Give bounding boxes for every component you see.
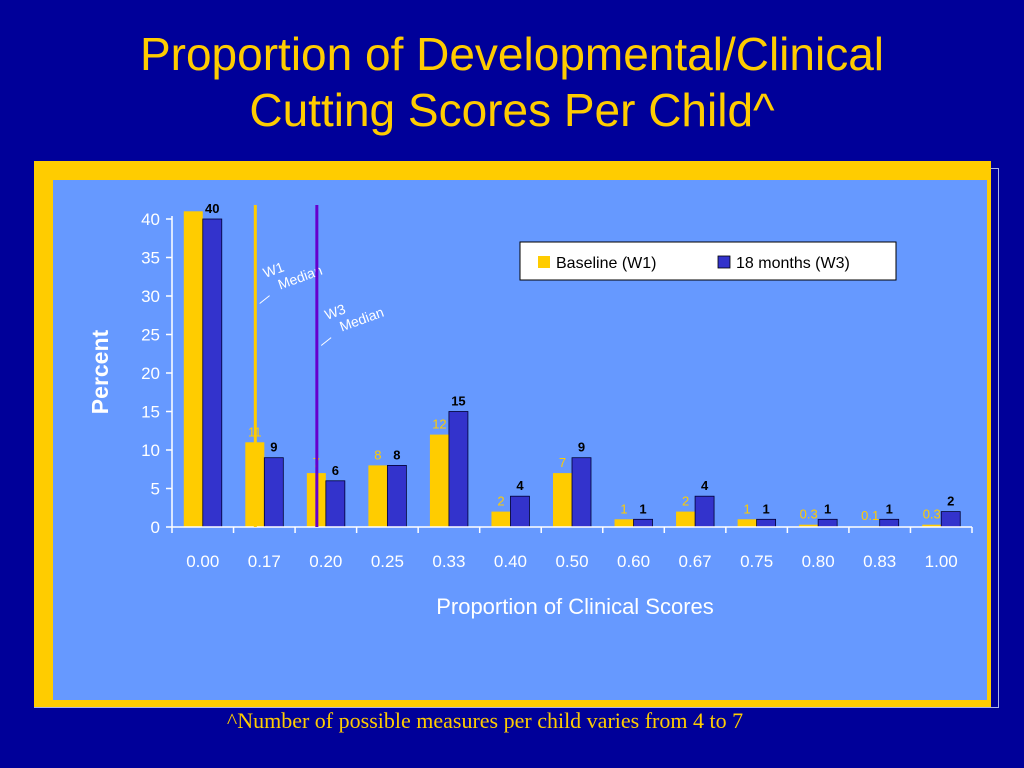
bar-baseline-0.67: [676, 511, 696, 527]
annotation-line1: W1: [261, 259, 286, 281]
legend-swatch-baseline: [538, 256, 550, 268]
bar-baseline-0.80: [799, 524, 819, 527]
footnote: ^Number of possible measures per child v…: [226, 708, 744, 733]
bar-18-months-0.00: [202, 218, 223, 528]
data-label-baseline-0.83: 0.1: [861, 508, 879, 523]
x-tick-label-0.25: 0.25: [371, 552, 404, 571]
x-tick-label-0.80: 0.80: [802, 552, 835, 571]
x-tick-label-0.75: 0.75: [740, 552, 773, 571]
y-tick-label-25: 25: [141, 326, 160, 345]
x-tick-label-0.83: 0.83: [863, 552, 896, 571]
legend-label-18-months: 18 months (W3): [736, 255, 850, 272]
bar-18-months-0.75: [756, 518, 777, 528]
bar-18-months-0.33: [448, 411, 469, 528]
x-tick-label-0.40: 0.40: [494, 552, 527, 571]
data-label-18-months-0.75: 1: [762, 501, 769, 516]
data-label-18-months-0.67: 4: [701, 478, 709, 493]
data-label-18-months-0.40: 4: [516, 478, 524, 493]
data-label-baseline-0.60: 1: [620, 501, 627, 516]
data-label-18-months-0.83: 1: [886, 501, 893, 516]
annotation-leader: [320, 337, 332, 346]
x-tick-label-0.00: 0.00: [186, 552, 219, 571]
x-tick-label-0.17: 0.17: [248, 552, 281, 571]
bar-18-months-0.80: [817, 518, 838, 528]
y-tick-label-15: 15: [141, 403, 160, 422]
bar-18-months-1.00: [940, 511, 961, 528]
bar-baseline-0.25: [368, 465, 388, 527]
slide-title: Proportion of Developmental/Clinical Cut…: [0, 26, 1024, 138]
bar-baseline-0.60: [614, 519, 634, 527]
bar-18-months-0.17: [263, 457, 284, 528]
data-label-baseline-0.75: 1: [743, 501, 750, 516]
data-label-18-months-0.17: 9: [270, 440, 277, 455]
annotation-line1: W3: [322, 301, 347, 323]
data-label-18-months-1.00: 2: [947, 494, 954, 509]
data-label-18-months-0.20: 6: [332, 463, 339, 478]
data-label-baseline-1.00: 0.3: [923, 507, 941, 522]
data-label-baseline-0.50: 7: [559, 455, 566, 470]
bar-18-months-0.25: [386, 464, 407, 528]
data-label-18-months-0.80: 1: [824, 501, 831, 516]
y-tick-label-40: 40: [141, 210, 160, 229]
data-label-18-months-0.25: 8: [393, 447, 400, 462]
bar-18-months-0.67: [694, 495, 715, 528]
data-label-baseline-0.67: 2: [682, 494, 689, 509]
legend: Baseline (W1) 18 months (W3): [519, 241, 897, 281]
bar-18-months-0.60: [633, 518, 653, 528]
legend-box: [519, 241, 897, 281]
x-tick-label-0.33: 0.33: [432, 552, 465, 571]
x-tick-label-0.60: 0.60: [617, 552, 650, 571]
bar-baseline-1.00: [922, 524, 942, 527]
y-axis-title: Percent: [87, 329, 113, 414]
data-label-baseline-0.25: 8: [374, 447, 381, 462]
bar-18-months-0.20: [325, 480, 346, 528]
y-tick-label-5: 5: [151, 480, 160, 499]
bar-18-months-0.83: [879, 518, 900, 528]
y-tick-label-20: 20: [141, 364, 160, 383]
bar-18-months-0.50: [571, 457, 592, 528]
slide-title-line1: Proportion of Developmental/Clinical: [139, 28, 885, 80]
x-tick-label-0.67: 0.67: [679, 552, 712, 571]
y-tick-label-35: 35: [141, 249, 160, 268]
data-label-18-months-0.33: 15: [451, 394, 465, 409]
data-label-baseline-0.33: 12: [432, 417, 446, 432]
x-tick-label-0.20: 0.20: [309, 552, 342, 571]
y-tick-label-30: 30: [141, 287, 160, 306]
data-label-baseline-0.80: 0.3: [800, 507, 818, 522]
bar-baseline-0.33: [429, 434, 449, 527]
legend-swatch-18-months: [717, 255, 731, 269]
bar-baseline-0.75: [737, 519, 757, 527]
bar-baseline-0.40: [491, 511, 511, 527]
bar-baseline-0.00: [183, 211, 203, 528]
data-label-18-months-0.60: 1: [639, 501, 646, 516]
y-tick-label-10: 10: [141, 441, 160, 460]
legend-label-baseline: Baseline (W1): [556, 255, 656, 272]
data-label-baseline-0.40: 2: [497, 494, 504, 509]
y-tick-label-0: 0: [151, 518, 160, 537]
slide-title-line2: Cutting Scores Per Child^: [249, 84, 775, 136]
bar-18-months-0.40: [510, 495, 530, 528]
x-axis-title: Proportion of Clinical Scores: [436, 594, 714, 619]
data-label-18-months-0.00: 40: [205, 201, 219, 216]
x-tick-label-1.00: 1.00: [925, 552, 958, 571]
annotation-leader: [259, 295, 270, 304]
data-label-18-months-0.50: 9: [578, 440, 585, 455]
x-tick-label-0.50: 0.50: [555, 552, 588, 571]
bar-baseline-0.50: [553, 473, 572, 527]
